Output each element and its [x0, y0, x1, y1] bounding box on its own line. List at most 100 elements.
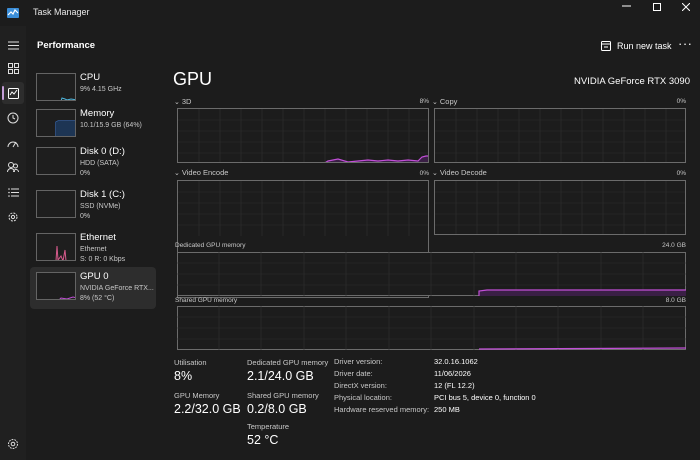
device-detail: 9% 4.15 GHz: [80, 86, 122, 93]
device-detail: HDD (SATA): [80, 160, 120, 167]
settings-icon[interactable]: [5, 436, 21, 452]
maximize-button[interactable]: [642, 0, 673, 13]
gpu-detail-panel: GPU NVIDIA GeForce RTX 3090 ⌄ 3D 8% ⌄ Copy…: [162, 64, 700, 460]
close-icon: [682, 3, 690, 11]
startup-apps-icon[interactable]: [5, 135, 21, 151]
performance-icon[interactable]: [5, 85, 21, 101]
device-item-disk-0[interactable]: Disk 0 (D:) HDD (SATA) 0%: [30, 142, 156, 184]
nav-active-indicator: [2, 86, 4, 100]
disk-0-thumbnail-graph: [36, 147, 76, 175]
graph-video-encode-value: 0%: [419, 170, 429, 177]
device-name: Disk 0 (D:): [80, 146, 125, 157]
device-item-ethernet[interactable]: Ethernet Ethernet S: 0 R: 0 Kbps: [30, 228, 156, 270]
utilisation-label: Utilisation: [174, 358, 207, 367]
processes-icon[interactable]: [5, 60, 21, 76]
run-new-task-label: Run new task: [617, 41, 672, 51]
driver-version-value: 32.0.16.1062: [434, 357, 478, 366]
page-title: Performance: [37, 40, 96, 51]
graph-3d-name: 3D: [181, 97, 192, 106]
gpu-model: NVIDIA GeForce RTX 3090: [574, 76, 690, 87]
app-history-icon[interactable]: [5, 110, 21, 126]
run-task-icon: [601, 41, 611, 51]
graph-copy: [434, 108, 686, 163]
device-detail: SSD (NVMe): [80, 203, 121, 210]
temperature-value: 52 °C: [247, 433, 279, 447]
gpu-title: GPU: [173, 69, 213, 89]
chevron-down-icon: ⌄: [174, 170, 180, 177]
dedicated-memory-graph: [177, 252, 686, 296]
gpu-memory-label: GPU Memory: [174, 391, 220, 400]
graph-copy-name: Copy: [439, 97, 458, 106]
physical-location-value: PCI bus 5, device 0, function 0: [434, 393, 536, 402]
graph-video-encode-name: Video Encode: [181, 168, 229, 177]
graph-video-encode-label[interactable]: ⌄ Video Encode: [174, 168, 228, 177]
hamburger-menu-icon[interactable]: [5, 37, 21, 53]
device-name: Memory: [80, 108, 115, 119]
minimize-icon: [622, 5, 631, 7]
driver-date-value: 11/06/2026: [434, 369, 471, 378]
device-item-memory[interactable]: Memory 10.1/15.9 GB (64%): [30, 104, 156, 146]
dedicated-memory-graph-label: Dedicated GPU memory: [175, 242, 246, 249]
dedicated-memory-label: Dedicated GPU memory: [247, 358, 329, 367]
graph-copy-value: 0%: [676, 98, 686, 105]
device-name: CPU: [80, 72, 101, 83]
device-item-gpu-0[interactable]: GPU 0 NVIDIA GeForce RTX... 8% (52 °C): [30, 267, 156, 309]
driver-date-key: Driver date:: [334, 369, 373, 378]
chevron-down-icon: ⌄: [432, 170, 438, 177]
shared-memory-max: 8.0 GB: [665, 297, 686, 304]
hardware-reserved-memory-key: Hardware reserved memory:: [334, 405, 430, 414]
utilisation-value: 8%: [174, 369, 193, 383]
graph-copy-label[interactable]: ⌄ Copy: [432, 97, 457, 106]
dedicated-memory-max: 24.0 GB: [662, 242, 686, 249]
device-usage: 0%: [80, 170, 91, 177]
graph-video-decode-name: Video Decode: [439, 168, 487, 177]
device-usage: 8% (52 °C): [80, 295, 115, 302]
services-icon[interactable]: [5, 209, 21, 225]
memory-thumbnail-graph: [36, 109, 76, 137]
window-title: Task Manager: [33, 7, 90, 17]
device-name: GPU 0: [80, 271, 109, 282]
shared-memory-label: Shared GPU memory: [247, 391, 319, 400]
driver-version-key: Driver version:: [334, 357, 383, 366]
close-button[interactable]: [671, 0, 700, 13]
device-name: Disk 1 (C:): [80, 189, 125, 200]
shared-memory-graph-label: Shared GPU memory: [175, 297, 238, 304]
ethernet-thumbnail-graph: [36, 233, 76, 261]
maximize-icon: [653, 3, 661, 11]
title-bar: Task Manager: [0, 0, 700, 26]
device-usage: 0%: [80, 213, 91, 220]
device-item-disk-1[interactable]: Disk 1 (C:) SSD (NVMe) 0%: [30, 185, 156, 227]
directx-version-value: 12 (FL 12.2): [434, 381, 475, 390]
cpu-thumbnail-graph: [36, 73, 76, 101]
graph-video-decode-label[interactable]: ⌄ Video Decode: [432, 168, 487, 177]
device-usage: S: 0 R: 0 Kbps: [80, 256, 126, 263]
device-list: CPU 9% 4.15 GHz Memory 10.1/15.9 GB (64%…: [26, 64, 162, 460]
shared-memory-graph: [177, 306, 686, 350]
details-icon[interactable]: [5, 184, 21, 200]
gpu-thumbnail-graph: [36, 272, 76, 300]
command-bar: Performance Run new task ···: [26, 26, 700, 64]
more-options-button[interactable]: ···: [678, 36, 693, 51]
graph-video-decode: [434, 180, 686, 235]
graph-3d-label[interactable]: ⌄ 3D: [174, 97, 191, 106]
gpu-memory-value: 2.2/32.0 GB: [174, 402, 241, 416]
graph-video-decode-value: 0%: [676, 170, 686, 177]
device-item-cpu[interactable]: CPU 9% 4.15 GHz: [30, 68, 156, 110]
minimize-button[interactable]: [611, 0, 642, 13]
graph-3d: [177, 108, 429, 163]
device-detail: NVIDIA GeForce RTX...: [80, 285, 154, 292]
directx-version-key: DirectX version:: [334, 381, 387, 390]
navigation-rail: [0, 26, 26, 460]
users-icon[interactable]: [5, 159, 21, 175]
device-detail: Ethernet: [80, 246, 107, 253]
temperature-label: Temperature: [247, 422, 290, 431]
graph-3d-value: 8%: [419, 98, 429, 105]
device-detail: 10.1/15.9 GB (64%): [80, 122, 142, 129]
physical-location-key: Physical location:: [334, 393, 392, 402]
hardware-reserved-memory-value: 250 MB: [434, 405, 460, 414]
task-manager-app-icon: [7, 6, 19, 18]
run-new-task-button[interactable]: Run new task: [601, 37, 693, 55]
dedicated-memory-value: 2.1/24.0 GB: [247, 369, 314, 383]
chevron-down-icon: ⌄: [432, 99, 438, 106]
chevron-down-icon: ⌄: [174, 99, 180, 106]
